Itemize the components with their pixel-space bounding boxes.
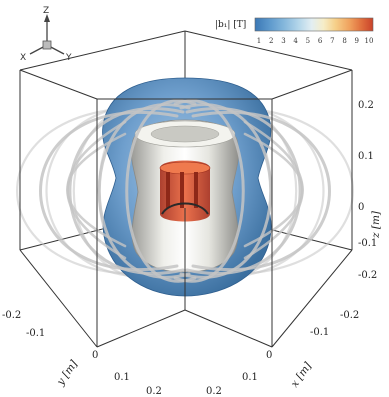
x-tick-0: 0	[266, 350, 272, 361]
x-axis-label: x [m]	[289, 360, 315, 390]
colorbar: |b₁| [T] 1 2 3 4 5 6 7 8 9 10	[215, 17, 374, 45]
triad-origin-cube	[42, 40, 52, 50]
field-lines-front	[39, 99, 331, 283]
triad-z-label: Z	[43, 6, 49, 16]
y-tick-neg0.1: -0.1	[26, 328, 45, 339]
field-line	[66, 132, 127, 248]
colorbar-tick: 1	[257, 37, 261, 45]
colorbar-ramp	[254, 17, 374, 32]
colorbar-tick: 3	[281, 37, 285, 45]
colorbar-title: |b₁| [T]	[215, 20, 246, 30]
z-tick-0: 0	[358, 202, 364, 213]
field-line	[16, 107, 179, 275]
y-tick-neg0.2: -0.2	[2, 310, 21, 321]
colorbar-tick: 5	[306, 37, 310, 45]
z-axis-label: z [m]	[370, 210, 382, 239]
colorbar-tick: 4	[293, 37, 298, 45]
y-tick-0.1: 0.1	[114, 372, 130, 383]
y-tick-0: 0	[92, 350, 98, 361]
z-tick-0.1: 0.1	[358, 151, 374, 162]
x-tick-0.2: 0.2	[206, 386, 222, 397]
colorbar-tick: 7	[330, 37, 334, 45]
colorbar-tick: 8	[342, 37, 346, 45]
x-axis: 0 -0.1 -0.2 0.1 0.2 x [m]	[206, 310, 359, 397]
y-axis: -0.2 -0.1 0 0.1 0.2 y [m]	[2, 310, 162, 397]
coordinate-triad: Z X Y	[20, 6, 72, 63]
z-tick-0.2: 0.2	[358, 100, 374, 111]
x-tick-neg0.1: -0.1	[310, 327, 329, 338]
colorbar-tick: 2	[269, 37, 273, 45]
colorbar-tick: 10	[365, 37, 374, 45]
colorbar-tick: 6	[318, 37, 323, 45]
field-line	[39, 110, 179, 272]
y-axis-label: y [m]	[54, 358, 81, 389]
z-tick-neg0.2: -0.2	[358, 270, 377, 281]
inner-isosurface-top-hole	[150, 125, 220, 143]
z-tick-neg0.1: -0.1	[358, 238, 377, 249]
field-line	[191, 110, 331, 272]
box-front-edges	[19, 69, 353, 348]
colorbar-ticks: 1 2 3 4 5 6 7 8 9 10	[257, 37, 374, 45]
field-line	[243, 132, 304, 248]
triad-y-label: Y	[65, 53, 72, 63]
colorbar-tick: 9	[355, 37, 359, 45]
triad-x-label: X	[20, 53, 26, 63]
y-tick-0.2: 0.2	[146, 386, 162, 397]
triad-z-arrowhead	[44, 14, 50, 22]
z-axis: 0.2 0.1 0 -0.1 -0.2 z [m]	[358, 100, 382, 281]
field-line	[191, 107, 354, 275]
x-tick-neg0.2: -0.2	[340, 310, 359, 321]
x-tick-0.1: 0.1	[242, 372, 258, 383]
core-isosurface	[159, 160, 211, 222]
